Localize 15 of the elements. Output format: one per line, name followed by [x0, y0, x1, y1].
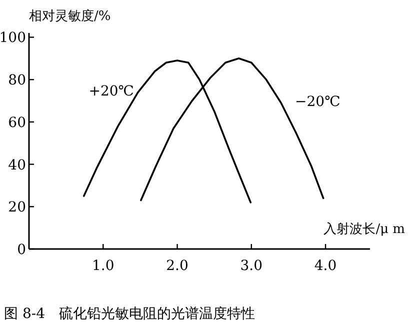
- caption: 图 8-4 硫化铅光敏电阻的光谱温度特性: [4, 306, 255, 322]
- x-tick-label: 3.0: [240, 258, 263, 274]
- y-tick-label: 0: [17, 242, 26, 258]
- x-tick-label: 2.0: [166, 258, 188, 274]
- y-tick-label: 80: [8, 72, 26, 89]
- series-label: +20℃: [88, 83, 134, 100]
- y-tick-label: 40: [8, 157, 26, 174]
- y-tick-label: 60: [8, 114, 26, 131]
- y-axis-title: 相对灵敏度/%: [29, 8, 111, 24]
- series-label: −20℃: [295, 94, 340, 110]
- y-tick-label: 100: [0, 30, 26, 46]
- x-axis-title: 入射波长/μ m: [324, 222, 405, 237]
- x-tick-label: 4.0: [314, 258, 337, 274]
- x-tick-label: 1.0: [92, 258, 114, 274]
- y-tick-label: 20: [8, 200, 26, 216]
